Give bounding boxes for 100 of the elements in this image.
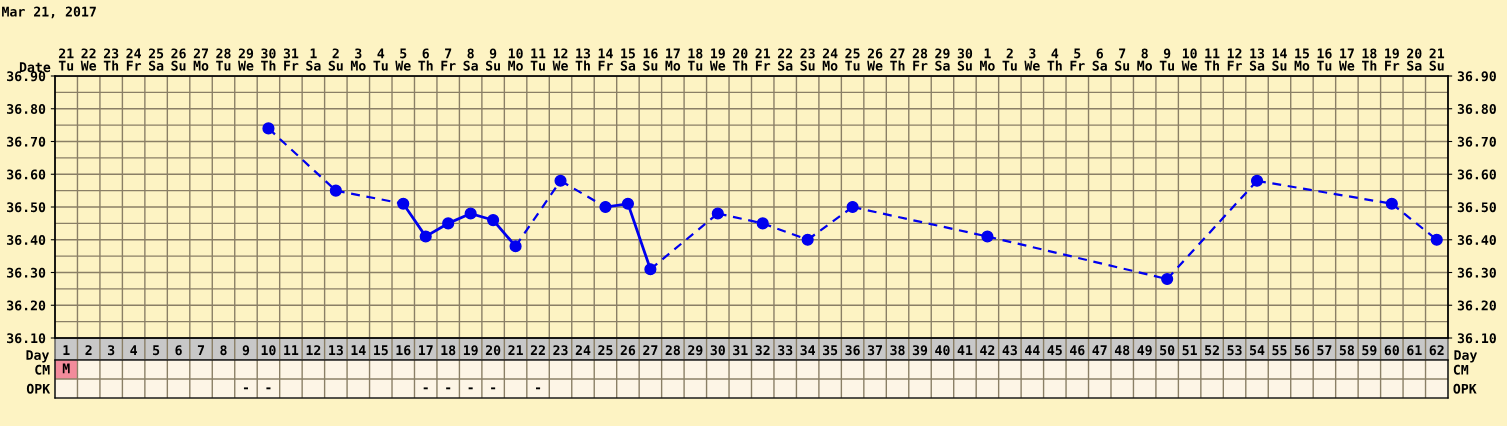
x2-tick-label: 11 Th — [1204, 48, 1220, 71]
point — [599, 200, 612, 214]
y-tick-label: 36.20 — [7, 300, 46, 311]
y2-tick-label: 36.10 — [1457, 333, 1496, 344]
x-tick-label: 13 — [329, 345, 343, 356]
x2-tick-label: 20 Sa — [1407, 48, 1422, 71]
y-tick-label: 36.60 — [7, 169, 46, 180]
x-tick-label: 20 — [485, 345, 501, 356]
x-tick-label: 48 — [1114, 345, 1130, 356]
x-tick-label: 10 — [261, 345, 276, 356]
x-tick-label: 2 — [85, 345, 92, 355]
x2-tick-label: 24 Fr — [126, 48, 142, 71]
x-tick-label: 45 — [1047, 345, 1062, 356]
x2-tick-label: 17 Mo — [665, 48, 681, 71]
x-tick-label: 58 — [1339, 345, 1355, 356]
x-tick-label: 1 — [63, 345, 70, 355]
x-tick-label: 4 — [130, 345, 138, 355]
x2-tick-label: 13 Th — [575, 48, 591, 71]
point — [442, 217, 455, 230]
x-tick-label: 39 — [912, 345, 928, 356]
x2-tick-label: 7 Su — [1115, 48, 1130, 71]
x2-tick-label: 6 Th — [418, 48, 433, 71]
text: - — [536, 387, 541, 390]
x2-tick-label: 22 Sa — [778, 48, 793, 71]
x2-tick-label: 30 Su — [957, 48, 973, 71]
x2-tick-label: 26 Su — [171, 48, 186, 71]
y-tick-label: 36.70 — [7, 136, 46, 147]
x2-tick-label: 10 Mo — [508, 48, 523, 71]
x-tick-label: 16 — [396, 345, 411, 356]
x2-tick-label: 9 Tu — [1159, 48, 1174, 71]
x2-tick-label: 3 We — [1024, 48, 1040, 71]
x-axis-title: Day — [26, 350, 50, 363]
x-tick-label: 42 — [980, 345, 995, 355]
y2-tick-label: 36.20 — [1457, 300, 1496, 311]
x-tick-label: 30 — [710, 345, 725, 356]
y2-tick-label: 36.90 — [1457, 71, 1496, 82]
text: - — [491, 387, 496, 390]
x2-tick-label: 16 Tu — [1317, 48, 1332, 71]
x2-tick-label: 21 Tu — [58, 48, 74, 71]
x2-tick-label: 25 Tu — [845, 48, 860, 71]
x2-tick-label: 1 Sa — [306, 48, 321, 71]
x-tick-label: 47 — [1092, 345, 1107, 355]
x-tick-label: 23 — [553, 345, 568, 356]
y2-tick-label: 36.50 — [1457, 202, 1496, 213]
x-tick-label: 14 — [351, 345, 366, 355]
x2-tick-label: 10 We — [1181, 48, 1198, 71]
x-tick-label: 60 — [1384, 345, 1399, 356]
x2-tick-label: 14 Fr — [598, 48, 613, 71]
point — [262, 122, 275, 135]
x2-tick-label: 3 Mo — [350, 48, 366, 71]
x2-tick-label: 24 Mo — [822, 48, 838, 71]
x-tick-label: 41 — [957, 345, 973, 355]
x2-tick-label: 8 Sa — [463, 48, 478, 71]
y2-tick-label: 36.40 — [1457, 234, 1496, 245]
x-tick-label: 15 — [374, 345, 388, 356]
point — [756, 217, 769, 230]
y-tick-label: OPK — [26, 383, 51, 394]
x2-tick-label: 27 Th — [890, 48, 905, 71]
point — [621, 197, 635, 210]
y2-tick-label: 36.60 — [1457, 169, 1496, 180]
text: - — [266, 387, 271, 390]
x-tick-label: 57 — [1317, 345, 1332, 356]
x-tick-label: 44 — [1025, 345, 1040, 355]
x-tick-label: 49 — [1137, 345, 1152, 356]
point — [711, 207, 724, 220]
x2-tick-label: 2 Su — [328, 48, 343, 71]
x-tick-label: 33 — [778, 345, 793, 356]
x2-tick-label: 1 Mo — [980, 48, 995, 71]
y-tick-label: 36.50 — [7, 202, 46, 213]
x2-tick-label: 15 Sa — [620, 48, 636, 71]
x2-tick-label: 31 Fr — [283, 48, 299, 71]
x-tick-label: 9 — [242, 345, 250, 356]
x2-tick-label: 26 We — [867, 48, 883, 71]
x-tick-label: 38 — [890, 345, 905, 356]
x-tick-label: 21 — [508, 345, 523, 355]
x-tick-label: 11 — [284, 345, 299, 355]
x-tick-label: 46 — [1070, 345, 1085, 356]
x-tick-label: 52 — [1205, 345, 1219, 356]
point — [554, 174, 567, 187]
point — [397, 197, 410, 210]
x2-tick-label: 25 Sa — [148, 48, 164, 71]
x2-tick-label: 4 Tu — [373, 48, 388, 71]
x-tick-label: 19 — [463, 345, 478, 356]
x-tick-label: 5 — [153, 345, 160, 356]
x-tick-label: 32 — [755, 345, 770, 356]
y-tick-label: 36.30 — [7, 267, 46, 278]
x2-tick-label: 21 Fr — [755, 48, 771, 71]
x2-tick-label: 21 Su — [1429, 48, 1445, 71]
x2-tick-label: 20 Th — [732, 48, 748, 71]
point — [329, 184, 342, 197]
point — [487, 214, 500, 227]
point — [509, 240, 522, 253]
x2-tick-label: 11 Tu — [530, 48, 546, 71]
x-tick-label: 55 — [1272, 345, 1287, 356]
y-tick-label: CM — [35, 364, 50, 375]
x-tick-label: 22 — [530, 345, 545, 355]
x-tick-label: 8 — [220, 345, 227, 356]
x2-tick-label: 23 Th — [103, 48, 119, 71]
text: - — [446, 387, 451, 390]
x-tick-label: 50 — [1160, 345, 1175, 356]
